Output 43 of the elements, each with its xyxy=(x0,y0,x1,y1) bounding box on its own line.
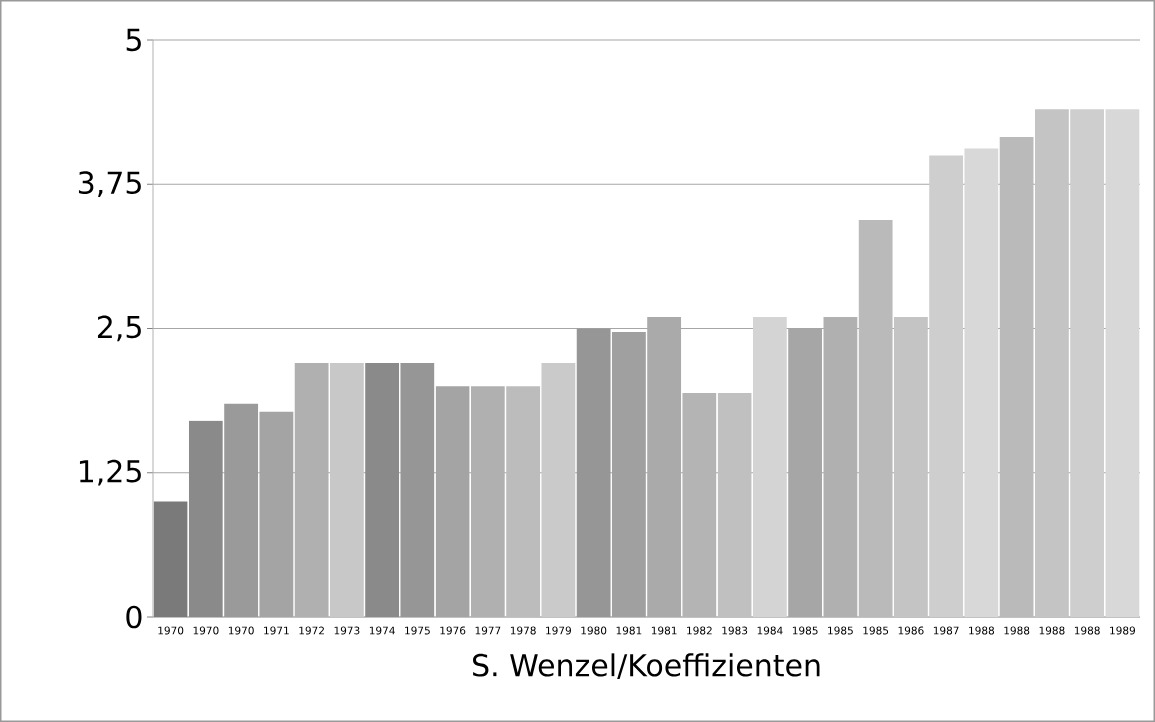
x-tick-label: 1974 xyxy=(369,626,395,635)
y-tick-label: 0 xyxy=(126,605,142,629)
x-tick-label: 1988 xyxy=(1039,626,1065,635)
x-tick-label: 1972 xyxy=(299,626,324,635)
x-tick-label: 1983 xyxy=(722,626,748,635)
y-tick-label: 5 xyxy=(126,28,141,52)
x-tick-label: 1977 xyxy=(475,626,501,635)
x-tick-label: 1982 xyxy=(687,626,712,635)
x-tick-label: 1985 xyxy=(792,626,818,635)
bar xyxy=(541,363,576,617)
x-tick-label: 1985 xyxy=(828,626,853,635)
x-tick-label: 1970 xyxy=(228,626,254,635)
x-tick-label: 1970 xyxy=(158,626,184,635)
x-tick-label: 1971 xyxy=(264,626,289,635)
x-tick-label: 1980 xyxy=(581,626,607,635)
bar xyxy=(153,501,188,617)
bar xyxy=(329,363,364,617)
x-tick-label: 1970 xyxy=(193,626,219,635)
x-tick-label: 1979 xyxy=(546,626,571,635)
bar xyxy=(1070,109,1105,617)
x-tick-label: 1981 xyxy=(651,626,677,635)
bar xyxy=(1105,109,1140,617)
bar xyxy=(1034,109,1069,617)
x-tick-label: 1978 xyxy=(510,626,536,635)
x-tick-label: 1987 xyxy=(933,626,959,635)
y-tick-label: 2,5 xyxy=(97,315,141,342)
x-tick-label: 1988 xyxy=(1004,626,1030,635)
bar xyxy=(717,393,752,617)
x-tick-label: 1988 xyxy=(969,626,995,635)
bar xyxy=(752,316,787,617)
y-tick-label: 3,75 xyxy=(78,171,141,198)
x-axis-title: S. Wenzel/Koeffizienten xyxy=(473,653,820,679)
y-tick-label: 1,25 xyxy=(79,459,141,486)
x-tick-label: 1989 xyxy=(1110,626,1136,635)
x-tick-label: 1984 xyxy=(757,626,783,635)
x-tick-label: 1986 xyxy=(898,626,924,635)
x-tick-label: 1988 xyxy=(1074,626,1100,635)
x-tick-label: 1985 xyxy=(863,626,889,635)
x-tick-label: 1975 xyxy=(405,626,430,635)
x-tick-label: 1976 xyxy=(440,626,466,635)
x-tick-label: 1981 xyxy=(616,626,642,635)
x-tick-label: 1973 xyxy=(334,626,360,635)
bar xyxy=(188,420,223,617)
